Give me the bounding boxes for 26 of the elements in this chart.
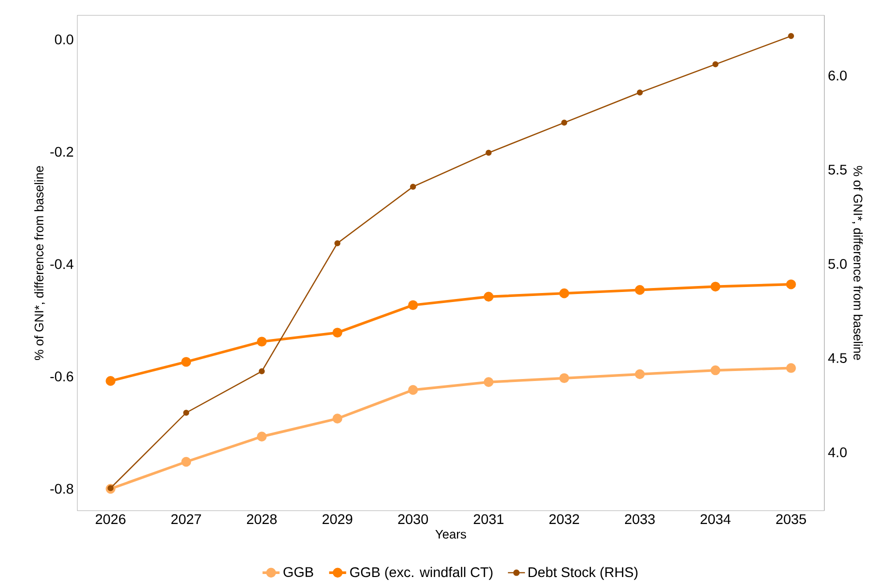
x-axis-title: Years <box>435 530 466 539</box>
x-tick-label: 2032 <box>549 514 580 524</box>
y-tick-label: -0.2 <box>50 146 74 157</box>
x-tick-label: 2030 <box>398 514 428 524</box>
x-tick-label: 2029 <box>322 514 352 524</box>
y2-tick-label: 4.0 <box>828 447 847 458</box>
y-tick-label: 0.0 <box>54 34 74 44</box>
y2-tick-label: 4.5 <box>828 353 847 363</box>
x-tick-label: 2033 <box>625 514 655 524</box>
y2-axis-title: % of GNI*, difference from baseline <box>852 166 863 360</box>
legend-label: GGB <box>284 567 314 577</box>
legend-label: Debt Stock (RHS) <box>528 566 638 580</box>
x-tick-label: 2034 <box>700 514 731 524</box>
y2-tick-label: 5.5 <box>828 164 847 175</box>
y-tick-label: -0.8 <box>50 484 74 494</box>
y-tick-label: -0.6 <box>50 372 74 382</box>
x-tick-label: 2031 <box>474 514 504 524</box>
x-tick-label: 2027 <box>171 514 201 524</box>
legend-label: GGB (exc. windfall CT) <box>350 566 492 580</box>
y-tick-label: -0.4 <box>50 259 74 270</box>
y2-tick-label: 6.0 <box>828 70 847 81</box>
x-tick-label: 2026 <box>96 514 126 524</box>
x-tick-label: 2028 <box>246 514 277 524</box>
y-axis-title: % of GNI*, difference from baseline <box>34 166 45 360</box>
x-tick-label: 2035 <box>776 514 806 524</box>
y2-tick-label: 5.0 <box>828 258 847 269</box>
